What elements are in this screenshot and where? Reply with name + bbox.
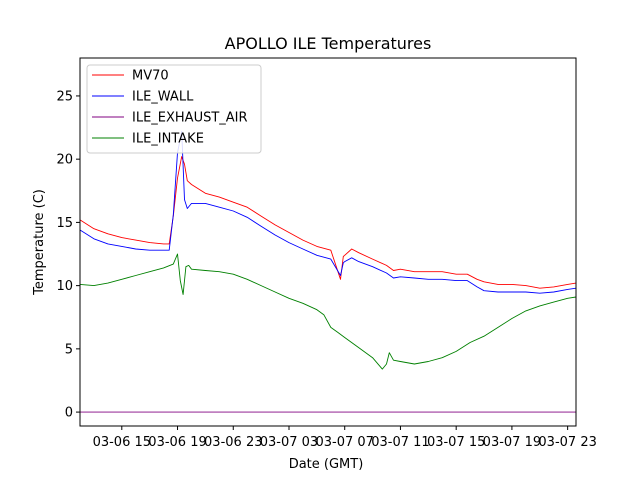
series-line-ile-intake bbox=[80, 253, 576, 370]
plot-frame bbox=[79, 57, 577, 427]
x-tick-label: 03-07 11 bbox=[371, 435, 429, 450]
legend: MV70 ILE_WALL ILE_EXHAUST_AIR ILE_INTAKE bbox=[86, 64, 262, 154]
y-tick-label: 10 bbox=[56, 279, 73, 294]
legend-label: MV70 bbox=[132, 69, 169, 84]
x-axis-label: Date (GMT) bbox=[289, 457, 364, 472]
y-tick-label: 25 bbox=[56, 89, 73, 104]
legend-label: ILE_INTAKE bbox=[132, 132, 204, 147]
y-tick-label: 15 bbox=[56, 216, 73, 231]
y-tick-label: 5 bbox=[65, 342, 73, 357]
legend-label: ILE_WALL bbox=[132, 90, 194, 105]
legend-label: ILE_EXHAUST_AIR bbox=[132, 111, 248, 126]
x-tick-label: 03-07 19 bbox=[483, 435, 541, 450]
series-layer bbox=[80, 130, 576, 413]
y-axis: 0 5 10 15 20 25 bbox=[56, 89, 80, 421]
y-tick-label: 20 bbox=[56, 153, 73, 168]
x-tick-label: 03-07 23 bbox=[538, 435, 596, 450]
y-tick-label: 0 bbox=[65, 406, 73, 421]
x-tick-label: 03-06 19 bbox=[148, 435, 206, 450]
x-tick-label: 03-06 23 bbox=[204, 435, 262, 450]
y-axis-label: Temperature (C) bbox=[32, 189, 47, 296]
series-line-ile-wall bbox=[80, 130, 576, 294]
x-tick-label: 03-07 07 bbox=[315, 435, 373, 450]
chart-title: APOLLO ILE Temperatures bbox=[225, 34, 432, 53]
x-tick-label: 03-07 15 bbox=[427, 435, 485, 450]
x-tick-label: 03-06 15 bbox=[93, 435, 151, 450]
legend-box bbox=[86, 64, 262, 154]
x-tick-label: 03-07 03 bbox=[260, 435, 318, 450]
